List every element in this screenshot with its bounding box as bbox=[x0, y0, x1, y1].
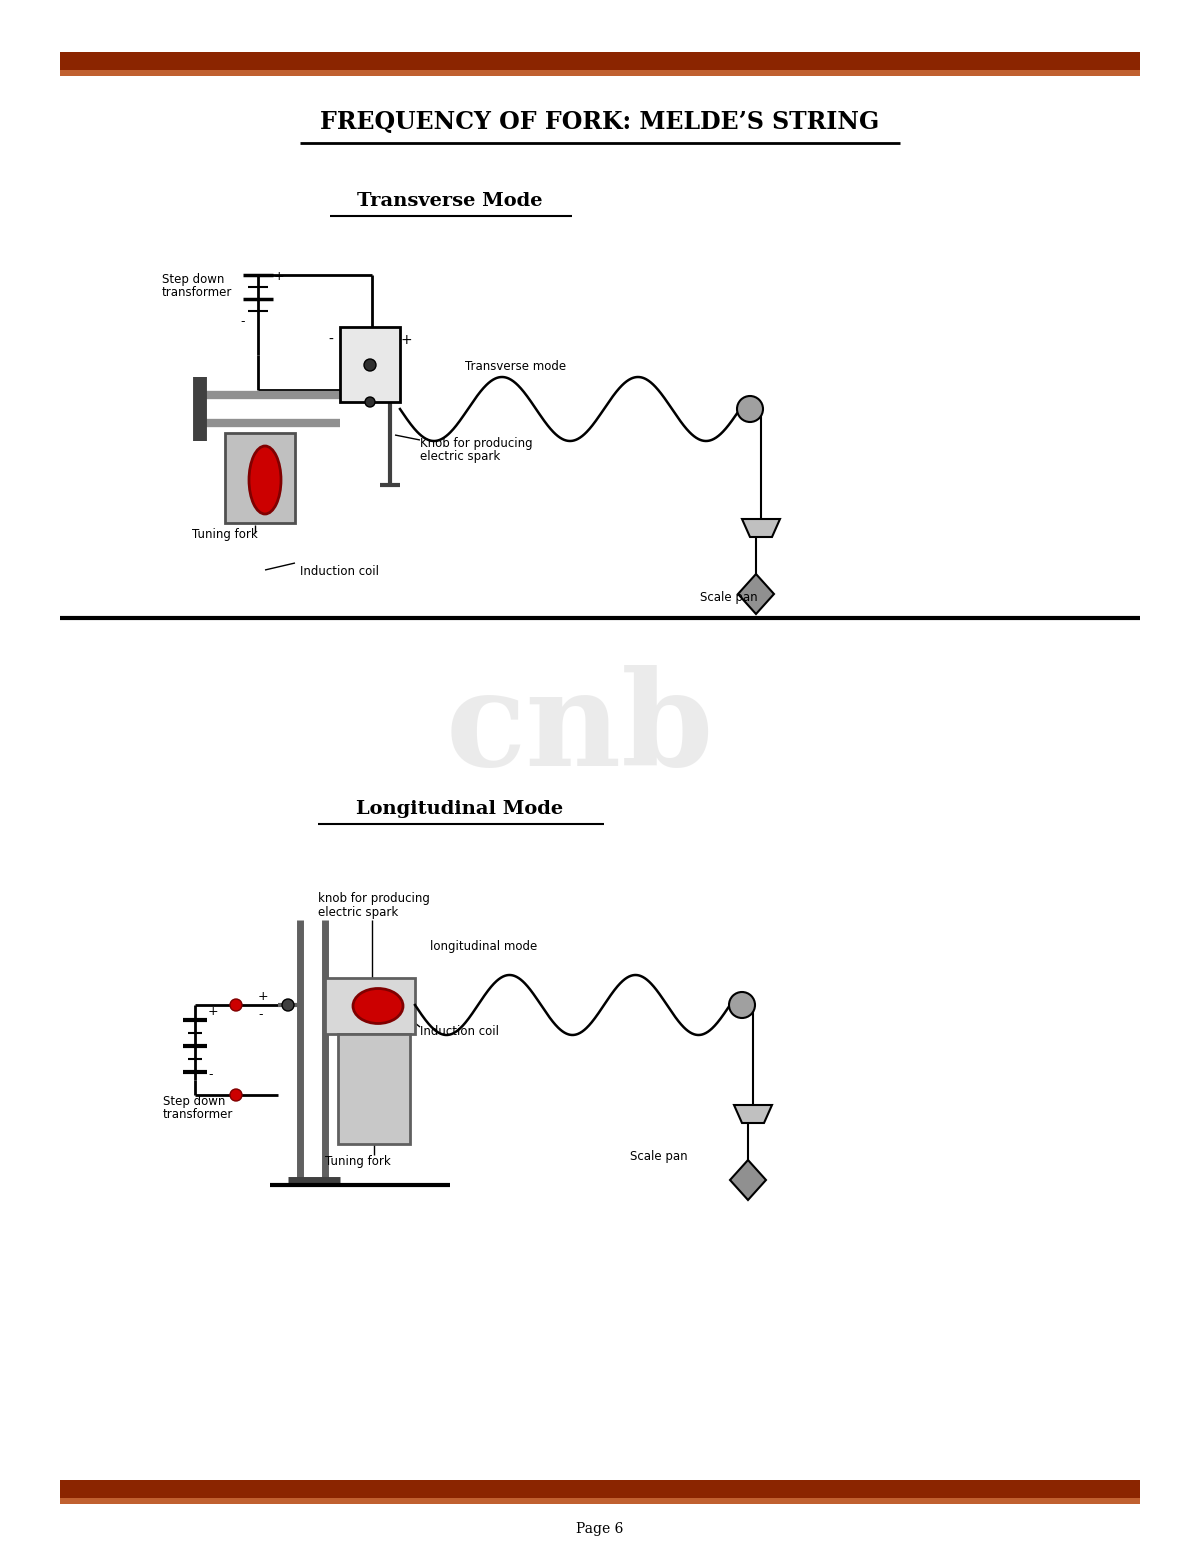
Text: Transverse mode: Transverse mode bbox=[466, 360, 566, 373]
Bar bbox=[340, 328, 400, 402]
Circle shape bbox=[230, 999, 242, 1011]
Text: FREQUENCY OF FORK: MELDE’S STRING: FREQUENCY OF FORK: MELDE’S STRING bbox=[320, 110, 880, 134]
Polygon shape bbox=[738, 575, 774, 613]
Text: Page 6: Page 6 bbox=[576, 1522, 624, 1536]
Text: Knob for producing: Knob for producing bbox=[420, 436, 533, 450]
Text: +: + bbox=[274, 270, 284, 283]
Text: cnb: cnb bbox=[446, 666, 714, 795]
Polygon shape bbox=[734, 1106, 772, 1123]
Text: Tuning fork: Tuning fork bbox=[325, 1155, 391, 1168]
Bar bbox=[60, 1499, 1140, 1503]
Circle shape bbox=[737, 396, 763, 422]
Text: Induction coil: Induction coil bbox=[420, 1025, 499, 1037]
Bar bbox=[60, 70, 1140, 76]
Polygon shape bbox=[730, 1160, 766, 1200]
Text: Induction coil: Induction coil bbox=[300, 565, 379, 578]
Circle shape bbox=[230, 1089, 242, 1101]
Text: transformer: transformer bbox=[163, 1107, 233, 1121]
Text: knob for producing: knob for producing bbox=[318, 891, 430, 905]
Text: Scale pan: Scale pan bbox=[700, 592, 757, 604]
Text: electric spark: electric spark bbox=[420, 450, 500, 463]
Text: transformer: transformer bbox=[162, 286, 233, 300]
Text: Transverse Mode: Transverse Mode bbox=[358, 193, 542, 210]
Circle shape bbox=[730, 992, 755, 1019]
Text: -: - bbox=[208, 1068, 212, 1081]
Bar bbox=[60, 51, 1140, 70]
Bar bbox=[338, 1034, 410, 1145]
Circle shape bbox=[282, 999, 294, 1011]
Text: longitudinal mode: longitudinal mode bbox=[430, 940, 538, 954]
Text: Step down: Step down bbox=[163, 1095, 226, 1107]
Ellipse shape bbox=[353, 989, 403, 1023]
Text: Longitudinal Mode: Longitudinal Mode bbox=[356, 800, 564, 818]
Text: -: - bbox=[328, 332, 332, 346]
Ellipse shape bbox=[250, 446, 281, 514]
Text: electric spark: electric spark bbox=[318, 905, 398, 919]
Bar bbox=[325, 978, 415, 1034]
Bar bbox=[60, 1480, 1140, 1499]
Text: -: - bbox=[240, 315, 245, 328]
Text: +: + bbox=[401, 332, 413, 346]
Text: Tuning fork: Tuning fork bbox=[192, 528, 258, 540]
Bar bbox=[226, 433, 295, 523]
Text: Step down: Step down bbox=[162, 273, 224, 286]
Text: +: + bbox=[208, 1005, 218, 1019]
Circle shape bbox=[364, 359, 376, 371]
Text: -: - bbox=[258, 1008, 263, 1020]
Text: Scale pan: Scale pan bbox=[630, 1151, 688, 1163]
Circle shape bbox=[365, 398, 374, 407]
Text: +: + bbox=[258, 989, 269, 1003]
Polygon shape bbox=[742, 519, 780, 537]
